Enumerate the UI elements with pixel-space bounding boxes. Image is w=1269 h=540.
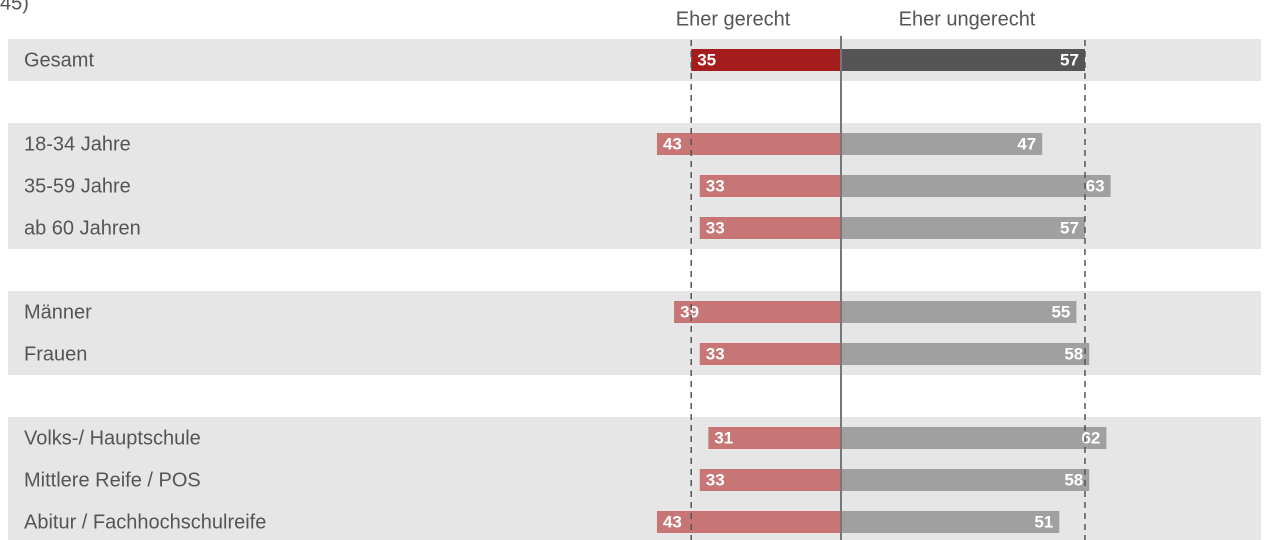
value-label: 57 <box>1060 50 1079 69</box>
bar <box>841 175 1111 197</box>
legend-label: Eher ungerecht <box>899 8 1036 30</box>
value-label: 35 <box>697 50 716 69</box>
value-label: 39 <box>680 302 699 321</box>
row-background <box>8 375 1261 417</box>
bar <box>674 301 841 323</box>
category-label: Gesamt <box>24 49 94 71</box>
legend-label: Eher gerecht <box>676 8 791 30</box>
value-label: 51 <box>1034 512 1053 531</box>
bar <box>841 511 1060 533</box>
bar <box>841 427 1107 449</box>
value-label: 43 <box>663 512 682 531</box>
row-background <box>8 249 1261 291</box>
value-label: 58 <box>1064 470 1083 489</box>
value-label: 33 <box>706 344 725 363</box>
bar <box>656 133 841 155</box>
row-backgrounds <box>8 39 1261 540</box>
value-label: 33 <box>706 218 725 237</box>
category-label: Abitur / Fachhochschulreife <box>24 511 266 533</box>
category-label: 35-59 Jahre <box>24 175 131 197</box>
row-background <box>8 81 1261 123</box>
bar <box>691 49 841 71</box>
bar <box>699 343 841 365</box>
bar <box>841 133 1043 155</box>
category-label: Volks-/ Hauptschule <box>24 427 201 449</box>
value-label: 33 <box>706 470 725 489</box>
bar <box>708 427 841 449</box>
bar <box>841 301 1077 323</box>
bar <box>656 511 841 533</box>
category-label: Männer <box>24 301 92 323</box>
bar <box>699 175 841 197</box>
value-label: 31 <box>714 428 733 447</box>
bar <box>841 343 1090 365</box>
category-label: ab 60 Jahren <box>24 217 141 239</box>
value-label: 63 <box>1086 176 1105 195</box>
subtitle: 45) <box>0 0 29 14</box>
value-label: 55 <box>1051 302 1070 321</box>
bar <box>841 49 1085 71</box>
bar <box>699 217 841 239</box>
value-label: 58 <box>1064 344 1083 363</box>
bar <box>841 469 1090 491</box>
value-label: 47 <box>1017 134 1036 153</box>
bar <box>699 469 841 491</box>
row-background <box>8 123 1261 165</box>
category-label: Frauen <box>24 343 87 365</box>
value-label: 43 <box>663 134 682 153</box>
bar <box>841 217 1085 239</box>
value-label: 33 <box>706 176 725 195</box>
value-label: 62 <box>1081 428 1100 447</box>
category-label: Mittlere Reife / POS <box>24 469 201 491</box>
category-label: 18-34 Jahre <box>24 133 131 155</box>
value-label: 57 <box>1060 218 1079 237</box>
